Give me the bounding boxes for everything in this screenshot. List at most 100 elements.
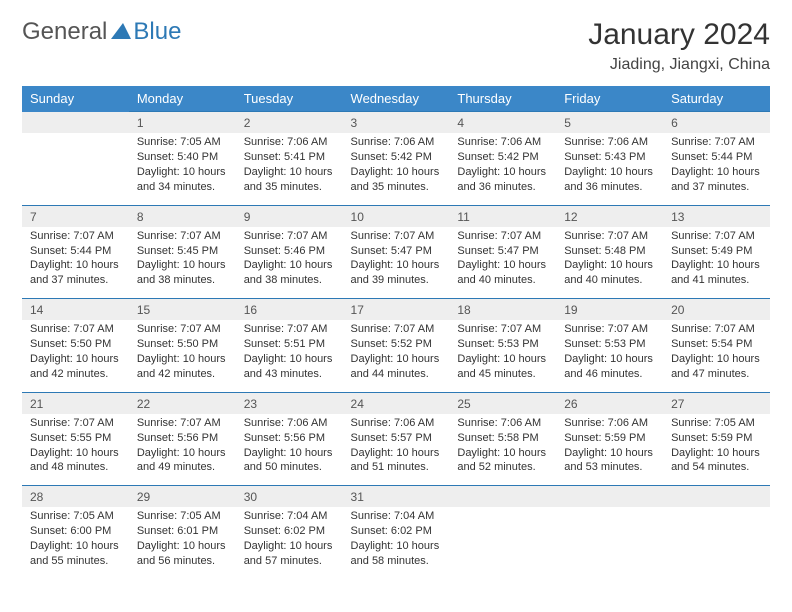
sunrise: Sunrise: 7:07 AM	[30, 416, 121, 431]
day-details: Sunrise: 7:07 AMSunset: 5:50 PMDaylight:…	[22, 320, 129, 392]
detail-row: Sunrise: 7:05 AMSunset: 5:40 PMDaylight:…	[22, 133, 770, 205]
daylight-line2: and 44 minutes.	[351, 367, 442, 382]
day-number: 15	[129, 299, 236, 321]
sunset: Sunset: 5:59 PM	[671, 431, 762, 446]
sunrise: Sunrise: 7:05 AM	[671, 416, 762, 431]
daylight-line1: Daylight: 10 hours	[564, 352, 655, 367]
sunset: Sunset: 5:54 PM	[671, 337, 762, 352]
daynum-row: 78910111213	[22, 205, 770, 227]
sunrise: Sunrise: 7:07 AM	[671, 229, 762, 244]
daylight-line2: and 52 minutes.	[457, 460, 548, 475]
title-block: January 2024 Jiading, Jiangxi, China	[588, 18, 770, 74]
daylight-line2: and 57 minutes.	[244, 554, 335, 569]
sunrise: Sunrise: 7:07 AM	[30, 229, 121, 244]
day-details: Sunrise: 7:06 AMSunset: 5:42 PMDaylight:…	[449, 133, 556, 205]
day-details: Sunrise: 7:07 AMSunset: 5:44 PMDaylight:…	[22, 227, 129, 299]
daylight-line2: and 40 minutes.	[564, 273, 655, 288]
weekday-header-row: Sunday Monday Tuesday Wednesday Thursday…	[22, 86, 770, 112]
day-details: Sunrise: 7:06 AMSunset: 5:42 PMDaylight:…	[343, 133, 450, 205]
day-number: 4	[449, 112, 556, 134]
daylight-line1: Daylight: 10 hours	[137, 352, 228, 367]
daylight-line2: and 37 minutes.	[671, 180, 762, 195]
day-details: Sunrise: 7:07 AMSunset: 5:52 PMDaylight:…	[343, 320, 450, 392]
sunset: Sunset: 5:55 PM	[30, 431, 121, 446]
sunrise: Sunrise: 7:04 AM	[351, 509, 442, 524]
day-number	[663, 486, 770, 508]
sunrise: Sunrise: 7:06 AM	[244, 135, 335, 150]
daylight-line1: Daylight: 10 hours	[244, 165, 335, 180]
weekday-header: Saturday	[663, 86, 770, 112]
logo-triangle-icon	[111, 21, 131, 44]
day-number: 27	[663, 392, 770, 414]
daylight-line1: Daylight: 10 hours	[351, 165, 442, 180]
day-number: 18	[449, 299, 556, 321]
daylight-line1: Daylight: 10 hours	[457, 446, 548, 461]
day-number: 22	[129, 392, 236, 414]
daylight-line2: and 36 minutes.	[457, 180, 548, 195]
day-details: Sunrise: 7:07 AMSunset: 5:44 PMDaylight:…	[663, 133, 770, 205]
daylight-line2: and 34 minutes.	[137, 180, 228, 195]
day-number: 6	[663, 112, 770, 134]
weekday-header: Tuesday	[236, 86, 343, 112]
sunset: Sunset: 5:56 PM	[244, 431, 335, 446]
daylight-line1: Daylight: 10 hours	[30, 258, 121, 273]
daylight-line1: Daylight: 10 hours	[137, 539, 228, 554]
sunset: Sunset: 5:42 PM	[457, 150, 548, 165]
sunset: Sunset: 5:44 PM	[30, 244, 121, 259]
day-details: Sunrise: 7:07 AMSunset: 5:51 PMDaylight:…	[236, 320, 343, 392]
day-details: Sunrise: 7:06 AMSunset: 5:59 PMDaylight:…	[556, 414, 663, 486]
sunrise: Sunrise: 7:06 AM	[457, 135, 548, 150]
sunset: Sunset: 5:43 PM	[564, 150, 655, 165]
daylight-line1: Daylight: 10 hours	[564, 258, 655, 273]
sunset: Sunset: 5:49 PM	[671, 244, 762, 259]
sunset: Sunset: 5:44 PM	[671, 150, 762, 165]
day-details: Sunrise: 7:07 AMSunset: 5:47 PMDaylight:…	[343, 227, 450, 299]
day-details	[22, 133, 129, 205]
day-number: 17	[343, 299, 450, 321]
day-number: 12	[556, 205, 663, 227]
day-number: 23	[236, 392, 343, 414]
sunrise: Sunrise: 7:07 AM	[457, 322, 548, 337]
day-details: Sunrise: 7:06 AMSunset: 5:57 PMDaylight:…	[343, 414, 450, 486]
daylight-line2: and 36 minutes.	[564, 180, 655, 195]
logo-text-general: General	[22, 18, 107, 46]
day-details: Sunrise: 7:07 AMSunset: 5:56 PMDaylight:…	[129, 414, 236, 486]
sunset: Sunset: 5:42 PM	[351, 150, 442, 165]
day-details: Sunrise: 7:07 AMSunset: 5:49 PMDaylight:…	[663, 227, 770, 299]
daylight-line1: Daylight: 10 hours	[671, 165, 762, 180]
day-details: Sunrise: 7:07 AMSunset: 5:53 PMDaylight:…	[556, 320, 663, 392]
day-number: 1	[129, 112, 236, 134]
daylight-line2: and 49 minutes.	[137, 460, 228, 475]
weekday-header: Friday	[556, 86, 663, 112]
day-number	[22, 112, 129, 134]
sunset: Sunset: 5:46 PM	[244, 244, 335, 259]
day-details: Sunrise: 7:07 AMSunset: 5:46 PMDaylight:…	[236, 227, 343, 299]
daynum-row: 14151617181920	[22, 299, 770, 321]
day-details: Sunrise: 7:06 AMSunset: 5:56 PMDaylight:…	[236, 414, 343, 486]
day-number: 31	[343, 486, 450, 508]
sunset: Sunset: 5:50 PM	[30, 337, 121, 352]
daylight-line1: Daylight: 10 hours	[671, 446, 762, 461]
sunrise: Sunrise: 7:07 AM	[564, 322, 655, 337]
daylight-line1: Daylight: 10 hours	[671, 258, 762, 273]
daylight-line1: Daylight: 10 hours	[30, 539, 121, 554]
day-details: Sunrise: 7:05 AMSunset: 6:00 PMDaylight:…	[22, 507, 129, 578]
day-details: Sunrise: 7:07 AMSunset: 5:55 PMDaylight:…	[22, 414, 129, 486]
sunset: Sunset: 6:02 PM	[244, 524, 335, 539]
daylight-line2: and 41 minutes.	[671, 273, 762, 288]
day-number: 24	[343, 392, 450, 414]
day-number	[449, 486, 556, 508]
day-number: 14	[22, 299, 129, 321]
daylight-line2: and 42 minutes.	[137, 367, 228, 382]
sunset: Sunset: 5:50 PM	[137, 337, 228, 352]
sunrise: Sunrise: 7:07 AM	[351, 229, 442, 244]
daylight-line2: and 54 minutes.	[671, 460, 762, 475]
weekday-header: Sunday	[22, 86, 129, 112]
daylight-line1: Daylight: 10 hours	[564, 165, 655, 180]
month-title: January 2024	[588, 18, 770, 52]
sunrise: Sunrise: 7:07 AM	[244, 322, 335, 337]
sunrise: Sunrise: 7:07 AM	[137, 229, 228, 244]
day-number: 2	[236, 112, 343, 134]
daylight-line1: Daylight: 10 hours	[351, 539, 442, 554]
logo: General Blue	[22, 18, 181, 46]
